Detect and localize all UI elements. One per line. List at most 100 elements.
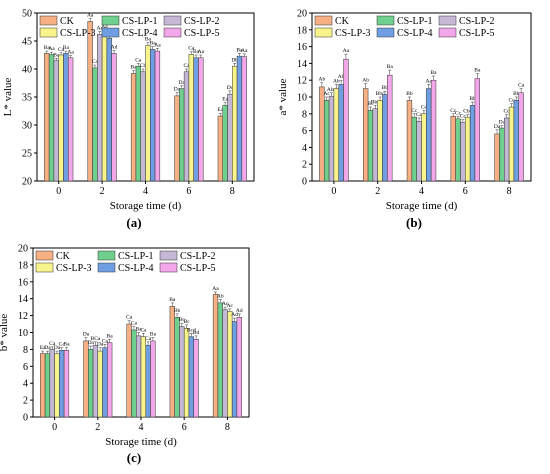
y-axis-label: L* value (2, 77, 14, 116)
y-tick-label: 20 (297, 9, 307, 20)
bar (455, 118, 461, 182)
data-label: Ca (135, 57, 142, 63)
data-label: Da (83, 332, 90, 338)
legend-label: CS-LP-3 (335, 28, 371, 39)
bar (508, 106, 515, 182)
legend-label: CS-LP-3 (56, 263, 92, 274)
x-tick-label: 2 (375, 186, 380, 197)
data-label: Ca (92, 59, 99, 65)
legend-swatch (35, 250, 54, 261)
bar (450, 116, 456, 182)
legend-swatch (163, 15, 182, 26)
bar (227, 311, 233, 418)
y-tick-label: 14 (18, 294, 28, 305)
legend-label: CK (335, 16, 350, 27)
data-label: Ba (430, 70, 437, 76)
data-label: Aa (241, 48, 248, 54)
data-label: Ab (318, 77, 325, 83)
data-label: Da (174, 87, 181, 93)
x-axis-label: Storage time (d) (105, 436, 177, 448)
bar (67, 57, 74, 182)
data-label: Bcd (187, 327, 196, 333)
y-tick-label: 12 (18, 311, 28, 322)
bar (111, 53, 117, 182)
bar (130, 73, 137, 182)
data-label: Ca (102, 338, 109, 344)
bar (232, 65, 238, 182)
bar (92, 344, 99, 418)
x-axis-label: Storage time (d) (386, 200, 458, 212)
bar (416, 121, 422, 182)
y-tick-label: 30 (22, 121, 32, 132)
legend: CK CS-LP-1 CS-LP-2 CS-LP-3 CS-LP-4 CS-LP-5 (35, 250, 216, 274)
legend-swatch (97, 262, 116, 273)
y-tick-label: 20 (18, 244, 28, 255)
bar (54, 353, 60, 418)
bar (222, 105, 228, 182)
x-tick-label: 2 (95, 422, 100, 433)
bar (430, 79, 437, 182)
y-tick-label: 16 (18, 277, 28, 288)
x-tick-label: 6 (182, 422, 187, 433)
bar (58, 54, 64, 182)
x-tick-label: 4 (143, 186, 148, 197)
legend: CK CS-LP-1 CS-LP-2 CS-LP-3 CS-LP-4 CS-LP-5 (39, 15, 220, 39)
legend-swatch (376, 15, 395, 26)
data-label: Da (87, 340, 94, 346)
bar (499, 127, 505, 182)
x-tick-label: 0 (331, 186, 336, 197)
bar (126, 323, 132, 418)
bar (367, 110, 374, 182)
data-label: Aa (87, 13, 94, 19)
y-tick-label: 45 (22, 37, 32, 48)
bar (150, 340, 156, 418)
data-label: Cd (503, 109, 510, 115)
legend-label: CS-LP-1 (118, 251, 154, 262)
data-label: Ad (111, 45, 118, 51)
data-label: Aa (48, 46, 55, 52)
legend-swatch (39, 15, 58, 26)
data-label: Cc (508, 98, 515, 104)
data-label: Cc (460, 114, 467, 120)
bar (338, 84, 344, 182)
legend-label: CS-LP-2 (459, 16, 495, 27)
bar (63, 349, 70, 418)
bar (179, 88, 185, 182)
bar (474, 78, 481, 182)
data-label: Ca (49, 341, 56, 347)
y-tick-label: 6 (302, 126, 307, 137)
bar (377, 100, 383, 182)
legend-label: CS-LP-2 (184, 16, 220, 27)
data-label: Bbc (376, 91, 385, 97)
bar (236, 55, 243, 182)
bar (324, 100, 330, 182)
bar (319, 86, 325, 182)
legend-swatch (159, 262, 178, 273)
bar (411, 116, 417, 182)
x-tick-label: 6 (186, 186, 191, 197)
data-label: Ca (131, 321, 138, 327)
bar (382, 94, 388, 182)
data-label: Bc (367, 101, 374, 107)
data-label: Ab (338, 74, 345, 80)
data-label: Aa (426, 78, 433, 84)
data-label: Ba (145, 37, 152, 43)
legend-label: CS-LP-2 (180, 251, 216, 262)
data-label: Aa (97, 25, 104, 31)
data-label: Da (44, 345, 51, 351)
bar (145, 45, 151, 182)
data-label: Ab (362, 78, 369, 84)
y-tick-label: 18 (18, 260, 28, 271)
bar (188, 336, 194, 418)
legend-swatch (163, 27, 182, 38)
data-label: Bd (193, 330, 200, 336)
bar (222, 309, 228, 418)
x-tick-label: 6 (463, 186, 468, 197)
bar (53, 60, 59, 182)
y-tick-label: 50 (22, 9, 32, 20)
data-label: Ba (169, 297, 176, 303)
data-label: Ba (44, 45, 51, 51)
